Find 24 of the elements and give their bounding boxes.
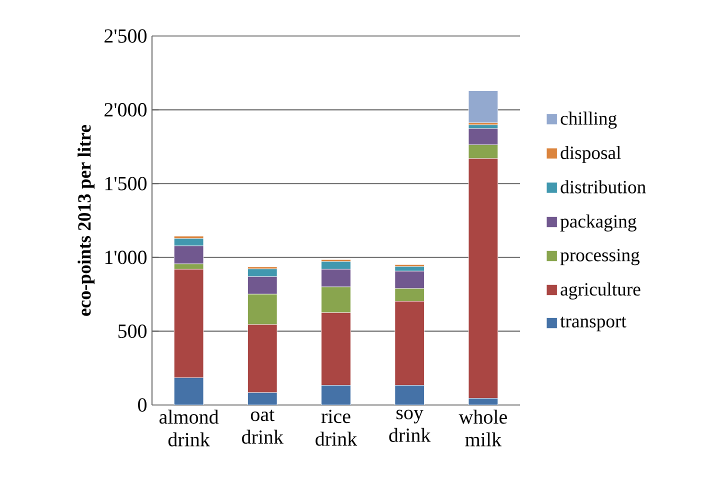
legend-label: distribution xyxy=(560,180,646,194)
legend-label: agriculture xyxy=(560,282,640,300)
x-tick-label: soy drink xyxy=(389,410,431,442)
y-tick-label: 2'500 xyxy=(104,29,147,43)
bar xyxy=(174,377,204,405)
bar xyxy=(468,90,498,123)
bar xyxy=(248,392,278,405)
y-tick-label: 1'500 xyxy=(105,176,147,190)
bar xyxy=(394,385,424,405)
x-tick-label: rice drink xyxy=(316,410,358,446)
y-tick-label: 500 xyxy=(118,324,147,338)
legend-label: disposal xyxy=(560,146,621,163)
legend-label: processing xyxy=(560,248,640,266)
x-tick-label: almond drink xyxy=(160,410,219,446)
legend-label: packaging xyxy=(560,214,636,232)
x-tick-label: whole milk xyxy=(458,410,507,446)
legend-label: chilling xyxy=(560,112,617,129)
legend-label: transport xyxy=(560,316,626,332)
y-tick-label: 0 xyxy=(138,398,147,412)
y-tick-label: 2'000 xyxy=(104,103,147,117)
y-axis-title: eco-points 2013 per litre xyxy=(78,124,95,316)
y-tick-label: 1'000 xyxy=(105,250,147,264)
bar xyxy=(321,385,351,405)
x-tick-label: oat drink xyxy=(242,410,284,444)
